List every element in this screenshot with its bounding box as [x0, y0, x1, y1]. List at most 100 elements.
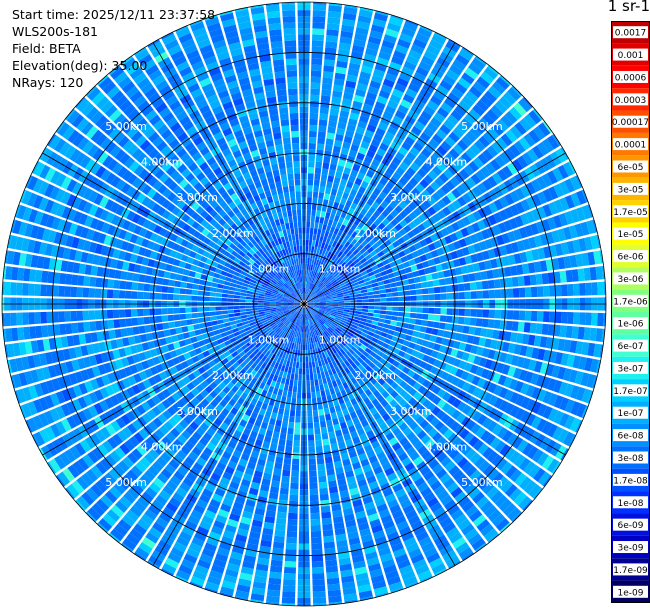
- gate: [259, 288, 266, 293]
- gate: [161, 388, 171, 399]
- gate: [511, 85, 523, 97]
- gate: [273, 362, 280, 369]
- gate: [149, 348, 158, 358]
- gate: [40, 284, 48, 297]
- gate: [312, 403, 318, 411]
- gate: [208, 531, 222, 541]
- gate: [463, 317, 471, 326]
- gate: [264, 334, 271, 340]
- gate: [564, 383, 574, 397]
- gate: [384, 493, 396, 503]
- gate: [569, 254, 578, 268]
- gate: [331, 380, 338, 388]
- gate: [206, 442, 217, 452]
- gate: [235, 388, 244, 397]
- gate: [314, 167, 322, 175]
- gate: [152, 242, 161, 252]
- gate: [352, 461, 362, 470]
- gate: [349, 188, 358, 197]
- gate: [212, 325, 219, 331]
- gate: [372, 412, 382, 421]
- gate: [245, 422, 254, 431]
- gate: [343, 336, 351, 342]
- gate: [422, 245, 431, 254]
- gate: [242, 560, 255, 570]
- gate: [272, 387, 279, 395]
- gate: [317, 266, 322, 274]
- gate: [472, 210, 482, 221]
- gate: [392, 306, 399, 312]
- gate: [417, 445, 428, 456]
- gate: [235, 590, 250, 599]
- gate: [184, 262, 192, 270]
- gate: [311, 292, 317, 298]
- gate: [221, 293, 229, 298]
- gate: [390, 587, 404, 594]
- gate: [138, 370, 148, 381]
- gate: [564, 399, 575, 414]
- gate: [197, 312, 205, 318]
- gate: [310, 88, 320, 96]
- gate: [204, 286, 211, 292]
- gate: [312, 309, 318, 314]
- gate: [148, 448, 160, 460]
- gate: [381, 390, 390, 399]
- gate: [66, 415, 78, 429]
- gate: [122, 473, 135, 486]
- gate: [129, 345, 138, 355]
- gate: [221, 306, 228, 311]
- gate: [339, 224, 346, 232]
- gate: [369, 223, 378, 231]
- gate: [404, 136, 416, 146]
- gate: [311, 203, 317, 211]
- gate: [251, 337, 258, 344]
- gate: [391, 335, 399, 343]
- gate: [331, 270, 338, 277]
- gate: [389, 94, 402, 104]
- gate: [396, 520, 409, 531]
- gate: [466, 224, 475, 235]
- gate: [328, 362, 335, 369]
- gate: [327, 284, 334, 290]
- gate: [243, 347, 251, 354]
- gate: [317, 228, 322, 236]
- gate: [140, 513, 154, 526]
- gate: [44, 395, 55, 409]
- gate: [313, 297, 320, 301]
- gate: [495, 518, 510, 532]
- gate: [306, 307, 311, 313]
- gate: [363, 202, 371, 211]
- gate: [289, 316, 295, 322]
- gate: [353, 560, 366, 570]
- gate: [343, 295, 350, 299]
- gate: [337, 325, 344, 331]
- gate: [442, 206, 452, 217]
- gate: [354, 33, 368, 42]
- gate: [543, 246, 552, 259]
- gate: [337, 357, 344, 364]
- gate: [367, 257, 375, 264]
- gate: [312, 264, 316, 272]
- gate: [216, 283, 224, 289]
- gate: [212, 277, 219, 283]
- gate: [311, 355, 315, 362]
- gate: [12, 251, 21, 266]
- gate: [416, 461, 428, 472]
- gate: [333, 330, 340, 336]
- gate: [500, 133, 513, 147]
- gate: [144, 275, 152, 284]
- gate: [315, 342, 320, 349]
- gate: [415, 288, 423, 295]
- gate: [319, 493, 329, 501]
- gate: [116, 338, 124, 348]
- gate: [265, 391, 273, 399]
- gate: [288, 415, 295, 423]
- gate: [445, 180, 456, 191]
- gate: [386, 222, 394, 231]
- gate: [205, 342, 213, 350]
- gate: [395, 432, 406, 442]
- gate: [325, 565, 339, 573]
- gate: [270, 380, 277, 388]
- gate: [184, 456, 196, 467]
- gate: [360, 419, 369, 428]
